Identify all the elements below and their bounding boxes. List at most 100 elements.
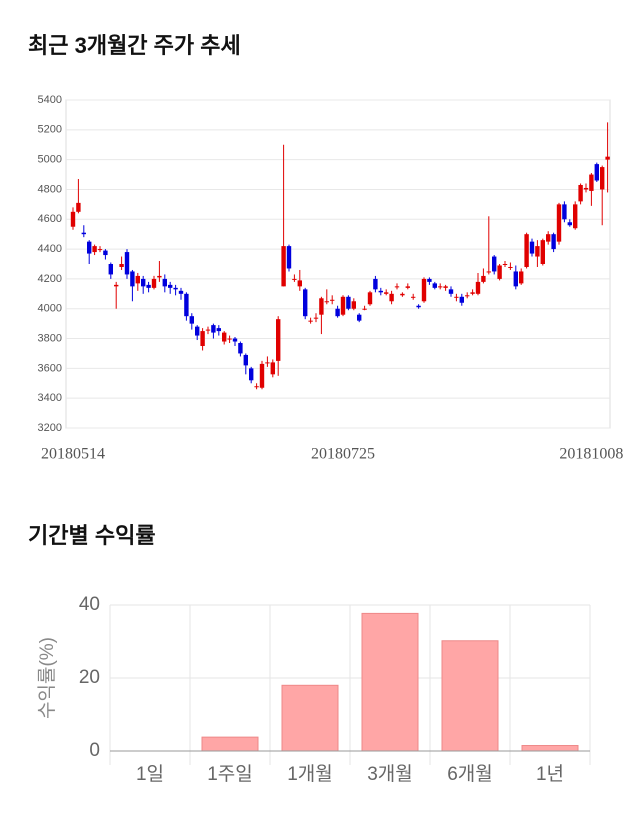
chart-title: 기간별 수익률 <box>28 523 156 548</box>
candle-body <box>502 264 508 265</box>
candle-body <box>308 320 313 322</box>
candle-body <box>173 287 178 290</box>
y-axis-label: 수익률(%) <box>36 637 58 719</box>
candle-body <box>400 293 405 296</box>
candle-body <box>162 278 167 287</box>
chart-title: 최근 3개월간 주가 추세 <box>28 33 241 58</box>
candle-body <box>432 283 437 288</box>
candle-body <box>184 293 189 317</box>
candle-body <box>513 271 518 287</box>
candle-body <box>578 184 583 202</box>
x-tick-label: 6개월 <box>447 763 493 785</box>
candle-body <box>243 354 248 366</box>
candle-body <box>189 316 194 324</box>
bar <box>201 736 259 752</box>
candle-body <box>222 332 227 342</box>
candle-body <box>205 329 211 331</box>
y-tick-label: 3400 <box>38 392 62 404</box>
candle-body <box>459 296 464 303</box>
candle-body <box>524 234 529 267</box>
candle-body <box>562 204 567 220</box>
candle-body <box>605 156 610 160</box>
candle-body <box>589 174 594 191</box>
candle-body <box>340 296 346 315</box>
y-tick-label: 4600 <box>38 213 62 225</box>
candle-body <box>103 250 108 256</box>
candle-body <box>556 204 562 242</box>
candle-body <box>448 289 454 294</box>
candle-body <box>292 278 297 280</box>
candle-body <box>124 252 130 275</box>
y-tick-label: 4400 <box>38 243 62 255</box>
candle-body <box>259 363 265 388</box>
y-tick-label: 40 <box>79 594 100 615</box>
y-tick-label: 20 <box>79 667 100 688</box>
candle-body <box>249 368 254 381</box>
candle-body <box>265 362 270 364</box>
candle-body <box>373 278 378 290</box>
y-tick-label: 0 <box>89 740 100 761</box>
candle-body <box>297 280 302 287</box>
candle-body <box>211 325 216 333</box>
candle-body <box>384 292 389 294</box>
candle-body <box>551 234 556 250</box>
bar <box>281 684 339 752</box>
candle-body <box>367 292 373 305</box>
x-tick-label: 1일 <box>136 763 164 785</box>
bar <box>441 640 499 752</box>
candle-body <box>583 187 589 190</box>
x-tick-label: 3개월 <box>367 763 413 785</box>
candle-body <box>416 305 421 308</box>
candle-body <box>286 246 292 269</box>
candle-body <box>594 164 599 181</box>
candle-body <box>76 202 81 212</box>
candle-body <box>438 286 443 288</box>
candle-body <box>443 286 448 288</box>
candle-body <box>227 338 232 340</box>
candle-body <box>157 275 162 278</box>
x-tick-label: 1개월 <box>287 763 333 785</box>
candle-body <box>324 301 329 303</box>
candle-body <box>97 249 103 251</box>
candle-body <box>465 295 470 297</box>
candle-body <box>195 326 200 336</box>
x-tick-label: 1주일 <box>207 763 253 785</box>
y-tick-label: 3800 <box>38 332 62 344</box>
x-tick-label: 1년 <box>536 763 564 785</box>
candle-body <box>421 278 427 302</box>
candle-body <box>168 284 173 288</box>
candle-body <box>303 289 308 317</box>
y-tick-label: 5400 <box>38 94 62 106</box>
bar <box>521 745 579 752</box>
x-tick-label: 20181008 <box>559 446 623 463</box>
candle-body <box>146 284 151 288</box>
candle-body <box>411 296 416 298</box>
candle-body <box>529 241 535 254</box>
candle-body <box>335 308 340 317</box>
candle-body <box>362 308 367 310</box>
candle-body <box>540 240 545 264</box>
candle-body <box>313 317 319 319</box>
y-tick-label: 3200 <box>38 422 62 434</box>
y-tick-label: 5000 <box>38 154 62 166</box>
y-tick-label: 3600 <box>38 362 62 374</box>
candle-body <box>281 246 286 287</box>
candle-body <box>351 301 356 309</box>
candle-body <box>178 290 184 294</box>
candle-body <box>427 278 432 282</box>
candle-body <box>130 271 135 287</box>
candle-body <box>600 167 605 190</box>
candle-body <box>394 286 400 288</box>
y-tick-label: 4000 <box>38 303 62 315</box>
candle-body <box>492 256 497 272</box>
candle-body <box>108 264 113 275</box>
candle-body <box>475 281 481 294</box>
candle-body <box>92 246 97 253</box>
candle-body <box>135 275 140 284</box>
candle-body <box>330 299 335 301</box>
candle-body <box>546 234 551 242</box>
candle-body <box>87 241 92 254</box>
candle-body <box>319 298 324 315</box>
